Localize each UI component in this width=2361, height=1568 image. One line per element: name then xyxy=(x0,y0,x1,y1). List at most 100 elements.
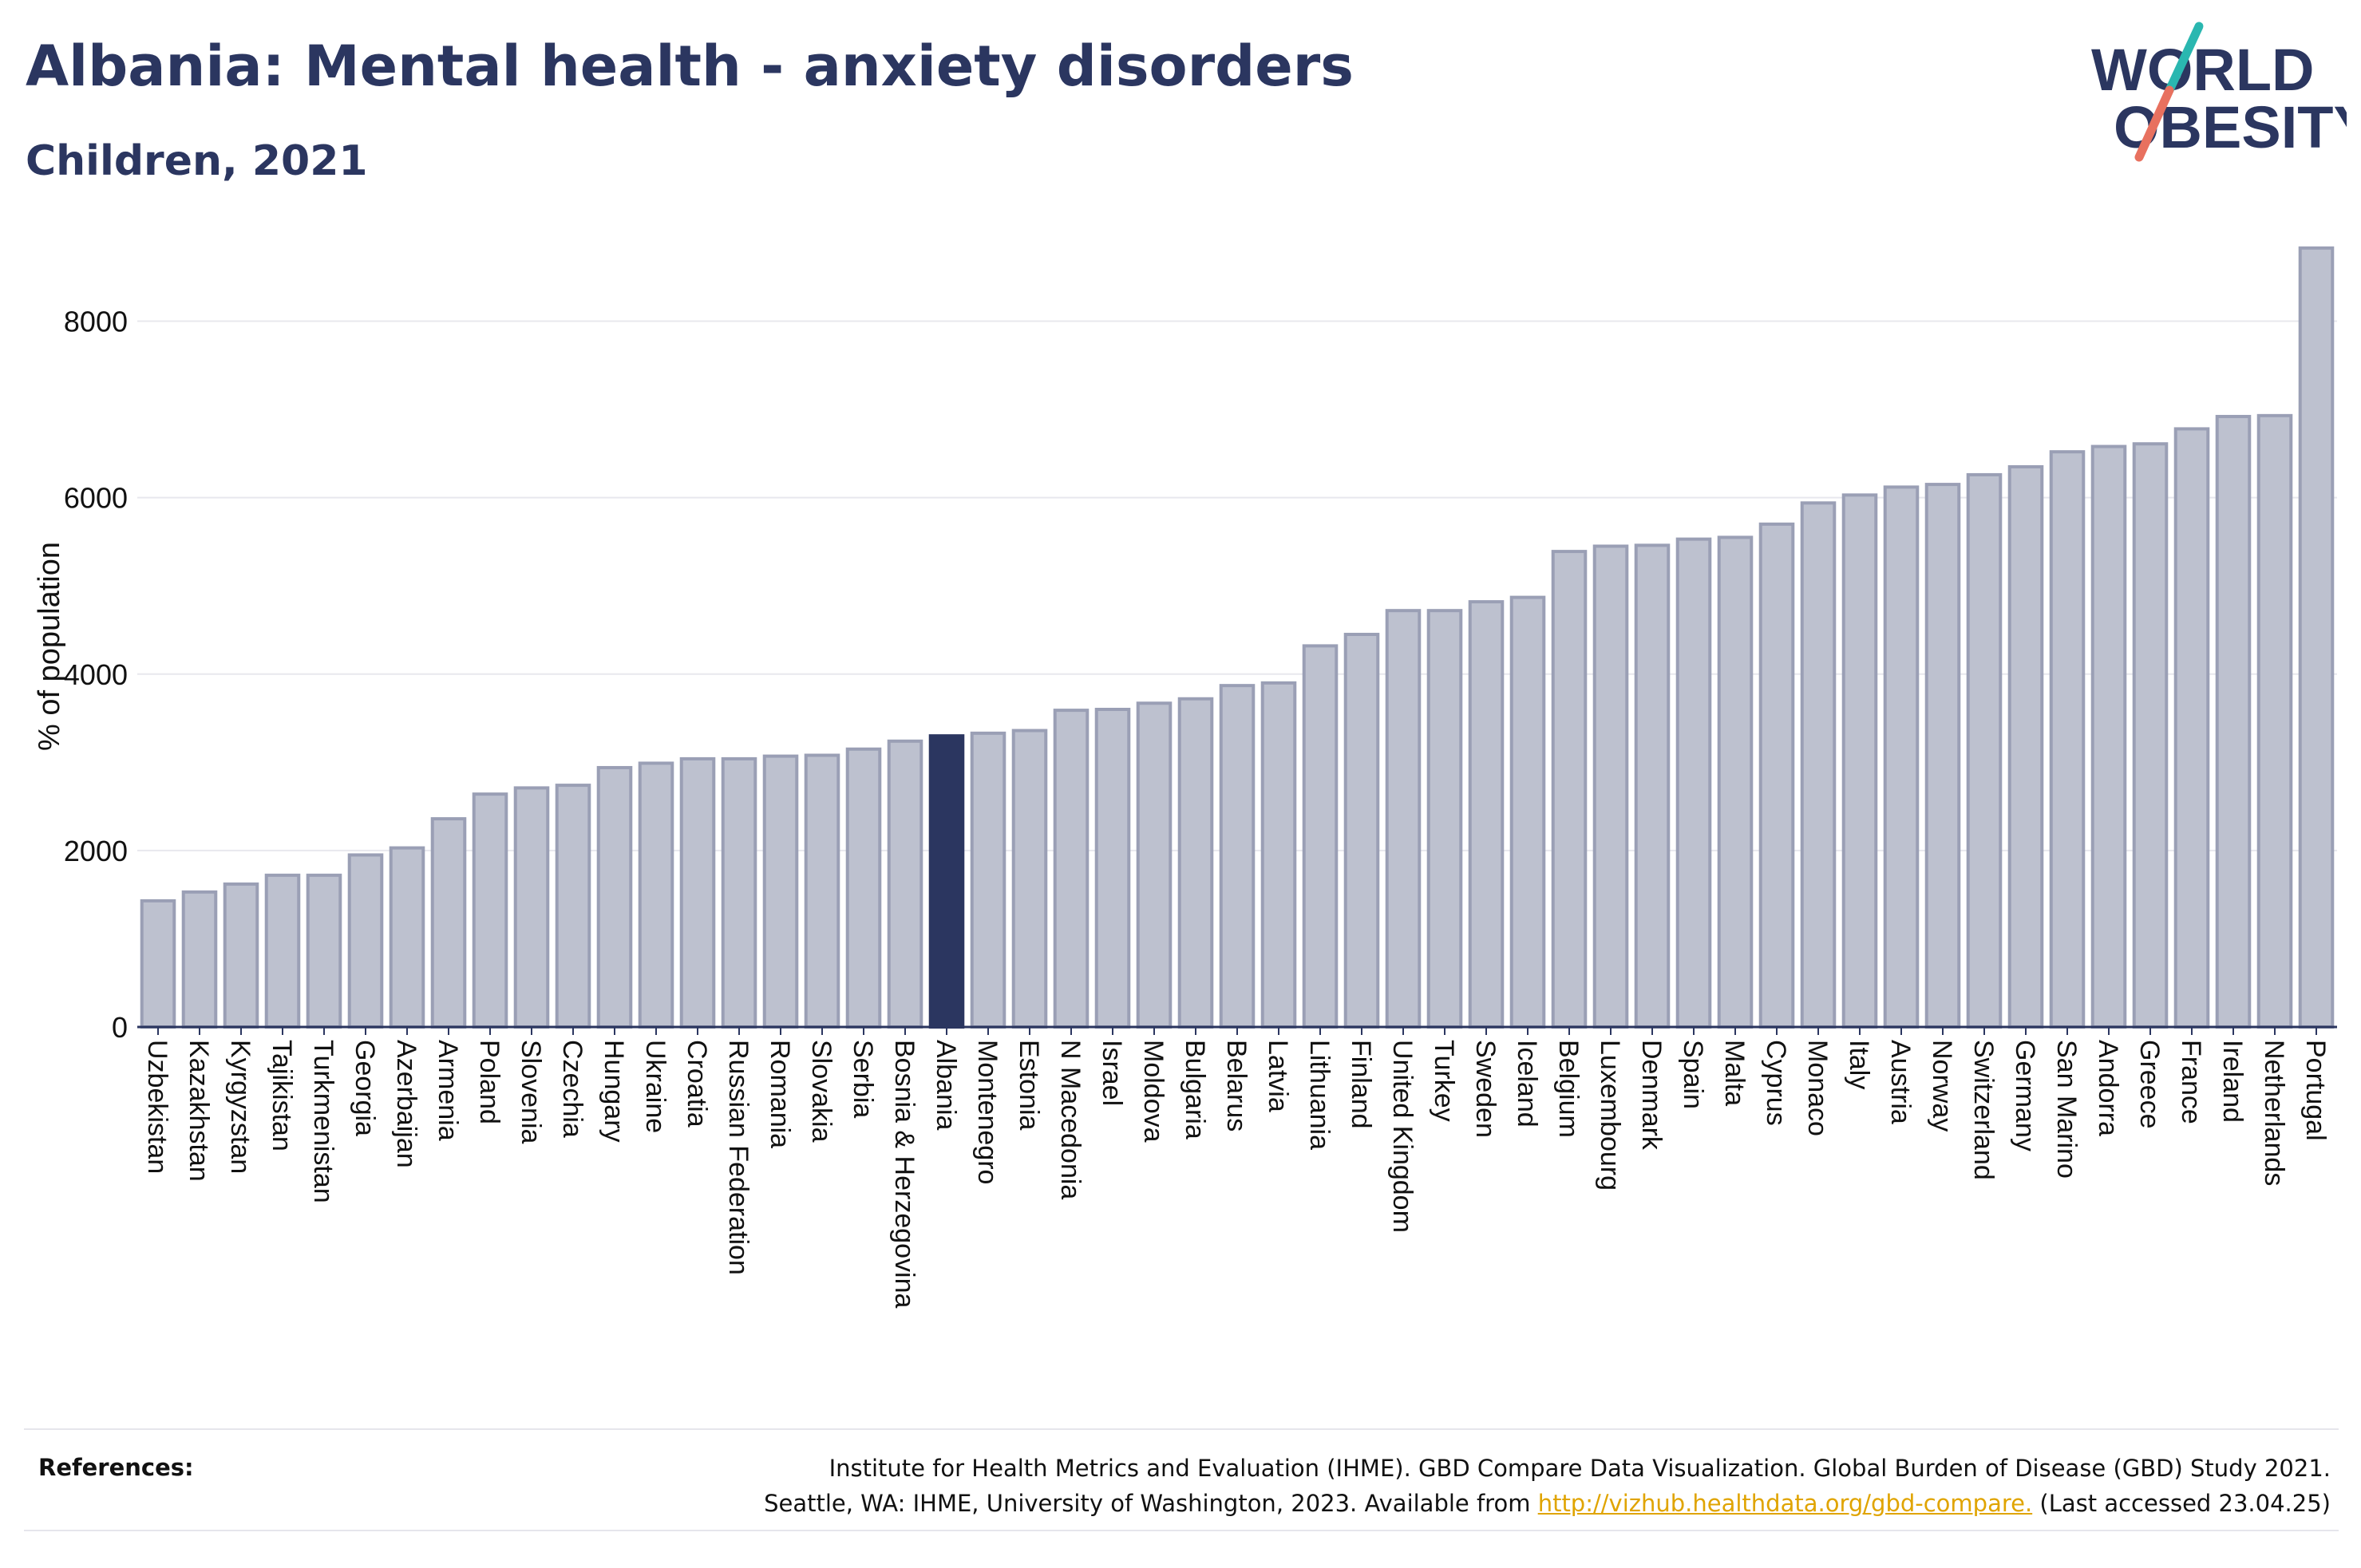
chart-title: Albania: Mental health - anxiety disorde… xyxy=(26,34,1354,99)
bar-moldova xyxy=(1136,701,1173,1029)
bar-israel xyxy=(1094,708,1131,1029)
x-tick-label: Albania xyxy=(931,1040,961,1131)
x-tick-label: Slovakia xyxy=(806,1040,836,1143)
bar-andorra xyxy=(2090,444,2127,1029)
y-tick-label: 6000 xyxy=(64,482,128,515)
bar-iceland xyxy=(1509,595,1546,1029)
bar-slovakia xyxy=(804,753,840,1029)
x-tick-label: Andorra xyxy=(2093,1040,2123,1136)
x-tick-label: Greece xyxy=(2134,1040,2165,1129)
bar-belarus xyxy=(1219,684,1256,1029)
x-tick-label: Serbia xyxy=(848,1040,878,1118)
bar-montenegro xyxy=(970,731,1006,1029)
x-tick-label: Kyrgyzstan xyxy=(225,1040,255,1174)
x-tick-label: France xyxy=(2176,1040,2206,1124)
x-tick-label: Spain xyxy=(1678,1040,1708,1109)
bar-spain xyxy=(1675,537,1712,1029)
bar-albania xyxy=(928,734,965,1029)
references-line2-start: Seattle, WA: IHME, University of Washing… xyxy=(764,1490,1538,1517)
bar-france xyxy=(2173,427,2210,1029)
x-tick-label: Malta xyxy=(1719,1040,1750,1106)
bar-norway xyxy=(1924,483,1961,1029)
x-tick-label: Azerbaijan xyxy=(391,1040,421,1168)
bar-sweden xyxy=(1468,600,1505,1029)
bars xyxy=(140,246,2335,1029)
x-tick-label: Lithuania xyxy=(1304,1040,1335,1150)
references-line1: Institute for Health Metrics and Evaluat… xyxy=(829,1455,2331,1482)
bar-switzerland xyxy=(1966,472,2003,1029)
x-tick-label: Hungary xyxy=(599,1040,629,1143)
x-tick-label: Kazakhstan xyxy=(184,1040,214,1182)
bar-portugal xyxy=(2298,246,2335,1029)
references-label: References: xyxy=(38,1454,194,1481)
x-tick-label: Bulgaria xyxy=(1180,1040,1210,1139)
x-tick-label: Monaco xyxy=(1802,1040,1833,1136)
bar-georgia xyxy=(347,853,384,1029)
logo-slash-teal xyxy=(2165,22,2204,95)
x-tick-label: Georgia xyxy=(350,1040,380,1136)
bar-russian-federation xyxy=(721,756,757,1029)
bar-bosnia-herzegovina xyxy=(887,739,923,1029)
x-axis-ticks: Uzbekistan Kazakhstan Kyrgyzstan Tajikistan… xyxy=(137,1025,2337,1309)
x-tick-label: Armenia xyxy=(433,1040,463,1141)
x-tick-label: Montenegro xyxy=(972,1040,1003,1184)
x-tick-label: Switzerland xyxy=(1968,1040,1999,1180)
references-line2-end: (Last accessed 23.04.25) xyxy=(2032,1490,2331,1517)
x-tick-label: Bosnia & Herzegovina xyxy=(889,1040,919,1309)
bar-kazakhstan xyxy=(181,890,218,1029)
references-link[interactable]: http://vizhub.healthdata.org/gbd-compare… xyxy=(1537,1490,2033,1517)
x-tick-label: Estonia xyxy=(1014,1040,1044,1130)
bar-chart: 0 2000 4000 6000 8000 Uzbekistan Kazakhstan Ky… xyxy=(33,246,2337,1309)
bar-germany xyxy=(2007,464,2044,1029)
x-tick-label: Germany xyxy=(2010,1040,2040,1151)
bar-armenia xyxy=(430,817,467,1029)
bar-slovenia xyxy=(513,786,550,1029)
references-text: Institute for Health Metrics and Evaluat… xyxy=(415,1451,2331,1521)
bar-austria xyxy=(1883,485,1920,1029)
x-tick-label: Russian Federation xyxy=(723,1040,753,1275)
bar-czechia xyxy=(555,784,591,1029)
bar-united-kingdom xyxy=(1385,609,1422,1029)
bar-lithuania xyxy=(1302,644,1339,1029)
references-line2: Seattle, WA: IHME, University of Washing… xyxy=(415,1486,2331,1521)
x-tick-label: San Marino xyxy=(2051,1040,2082,1179)
y-tick-label: 4000 xyxy=(64,658,128,691)
bar-san-marino xyxy=(2049,450,2086,1029)
x-tick-label: Sweden xyxy=(1470,1040,1501,1138)
x-tick-label: Iceland xyxy=(1512,1040,1542,1128)
bar-serbia xyxy=(845,747,882,1029)
bar-latvia xyxy=(1260,681,1297,1029)
x-tick-label: Moldova xyxy=(1138,1040,1169,1143)
bar-ukraine xyxy=(638,761,674,1029)
x-tick-label: Slovenia xyxy=(516,1040,546,1144)
x-tick-label: Portugal xyxy=(2300,1040,2331,1141)
bar-denmark xyxy=(1634,543,1671,1029)
bar-tajikistan xyxy=(264,873,301,1029)
x-tick-label: Luxembourg xyxy=(1595,1040,1625,1191)
x-tick-label: Croatia xyxy=(682,1040,712,1128)
x-tick-label: Netherlands xyxy=(2259,1040,2289,1186)
bar-belgium xyxy=(1551,550,1588,1029)
x-tick-label: Finland xyxy=(1346,1040,1376,1129)
bar-croatia xyxy=(679,756,716,1029)
bar-n-macedonia xyxy=(1053,709,1090,1029)
bar-netherlands xyxy=(2256,413,2293,1029)
x-tick-label: Poland xyxy=(474,1040,504,1124)
bar-romania xyxy=(762,754,799,1029)
bar-italy xyxy=(1841,493,1878,1029)
x-tick-label: Ireland xyxy=(2217,1040,2248,1123)
x-tick-label: Romania xyxy=(765,1040,795,1148)
x-tick-label: Turkey xyxy=(1429,1040,1459,1122)
x-tick-label: N Macedonia xyxy=(1055,1040,1086,1199)
x-tick-label: Tajikistan xyxy=(267,1040,297,1151)
bar-turkmenistan xyxy=(306,873,342,1029)
x-tick-label: Latvia xyxy=(1263,1040,1293,1112)
bar-poland xyxy=(472,792,508,1029)
bar-uzbekistan xyxy=(140,899,176,1029)
y-tick-label: 0 xyxy=(112,1011,128,1044)
x-tick-label: Denmark xyxy=(1636,1040,1667,1151)
x-tick-label: Uzbekistan xyxy=(142,1040,172,1174)
x-tick-label: United Kingdom xyxy=(1387,1040,1418,1233)
x-tick-label: Czechia xyxy=(557,1040,587,1138)
bar-greece xyxy=(2132,442,2169,1029)
